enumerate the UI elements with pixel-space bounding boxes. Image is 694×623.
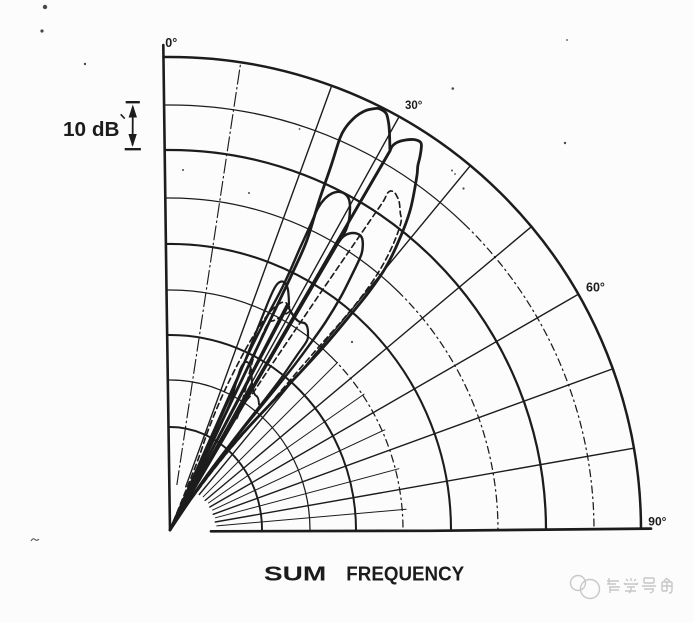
- svg-text:10 dB: 10 dB: [63, 119, 120, 141]
- svg-text:0°: 0°: [165, 36, 177, 50]
- svg-text:60°: 60°: [586, 280, 605, 294]
- svg-text:30°: 30°: [405, 100, 423, 112]
- svg-text:90°: 90°: [648, 515, 666, 529]
- svg-text:FREQUENCY: FREQUENCY: [346, 562, 464, 585]
- svg-text:SUM: SUM: [264, 562, 326, 585]
